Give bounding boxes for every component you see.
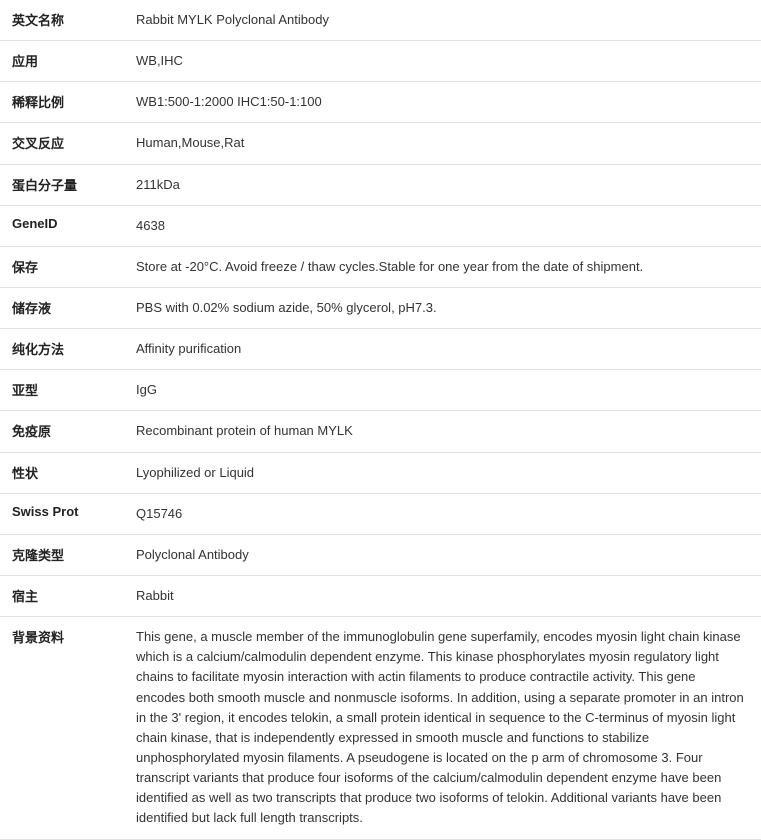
table-row: 克隆类型Polyclonal Antibody <box>0 534 761 575</box>
table-row: 储存液PBS with 0.02% sodium azide, 50% glyc… <box>0 287 761 328</box>
spec-value: Lyophilized or Liquid <box>128 452 761 493</box>
spec-value: PBS with 0.02% sodium azide, 50% glycero… <box>128 287 761 328</box>
spec-value: Recombinant protein of human MYLK <box>128 411 761 452</box>
spec-value: 4638 <box>128 205 761 246</box>
spec-label: 免疫原 <box>0 411 128 452</box>
spec-value: Rabbit MYLK Polyclonal Antibody <box>128 0 761 41</box>
table-row: 交叉反应Human,Mouse,Rat <box>0 123 761 164</box>
spec-label: 纯化方法 <box>0 329 128 370</box>
spec-label: 稀释比例 <box>0 82 128 123</box>
table-row: 免疫原Recombinant protein of human MYLK <box>0 411 761 452</box>
spec-tbody: 英文名称Rabbit MYLK Polyclonal Antibody应用WB,… <box>0 0 761 839</box>
spec-value: Human,Mouse,Rat <box>128 123 761 164</box>
spec-value: Affinity purification <box>128 329 761 370</box>
table-row: Swiss ProtQ15746 <box>0 493 761 534</box>
spec-label: 交叉反应 <box>0 123 128 164</box>
spec-label: 宿主 <box>0 575 128 616</box>
spec-table: 英文名称Rabbit MYLK Polyclonal Antibody应用WB,… <box>0 0 761 840</box>
table-row: GeneID4638 <box>0 205 761 246</box>
spec-value: Q15746 <box>128 493 761 534</box>
table-row: 背景资料This gene, a muscle member of the im… <box>0 617 761 839</box>
table-row: 应用WB,IHC <box>0 41 761 82</box>
table-row: 宿主Rabbit <box>0 575 761 616</box>
spec-label: 背景资料 <box>0 617 128 839</box>
spec-label: 性状 <box>0 452 128 493</box>
spec-value: This gene, a muscle member of the immuno… <box>128 617 761 839</box>
spec-label: 储存液 <box>0 287 128 328</box>
spec-label: 克隆类型 <box>0 534 128 575</box>
spec-label: Swiss Prot <box>0 493 128 534</box>
table-row: 亚型IgG <box>0 370 761 411</box>
table-row: 英文名称Rabbit MYLK Polyclonal Antibody <box>0 0 761 41</box>
spec-value: WB1:500-1:2000 IHC1:50-1:100 <box>128 82 761 123</box>
spec-value: IgG <box>128 370 761 411</box>
table-row: 稀释比例WB1:500-1:2000 IHC1:50-1:100 <box>0 82 761 123</box>
table-row: 蛋白分子量211kDa <box>0 164 761 205</box>
table-row: 保存Store at -20°C. Avoid freeze / thaw cy… <box>0 246 761 287</box>
spec-label: GeneID <box>0 205 128 246</box>
spec-label: 蛋白分子量 <box>0 164 128 205</box>
spec-label: 英文名称 <box>0 0 128 41</box>
spec-value: Rabbit <box>128 575 761 616</box>
spec-value: Polyclonal Antibody <box>128 534 761 575</box>
spec-label: 亚型 <box>0 370 128 411</box>
spec-value: Store at -20°C. Avoid freeze / thaw cycl… <box>128 246 761 287</box>
spec-label: 保存 <box>0 246 128 287</box>
table-row: 纯化方法Affinity purification <box>0 329 761 370</box>
table-row: 性状Lyophilized or Liquid <box>0 452 761 493</box>
spec-value: 211kDa <box>128 164 761 205</box>
spec-label: 应用 <box>0 41 128 82</box>
spec-value: WB,IHC <box>128 41 761 82</box>
